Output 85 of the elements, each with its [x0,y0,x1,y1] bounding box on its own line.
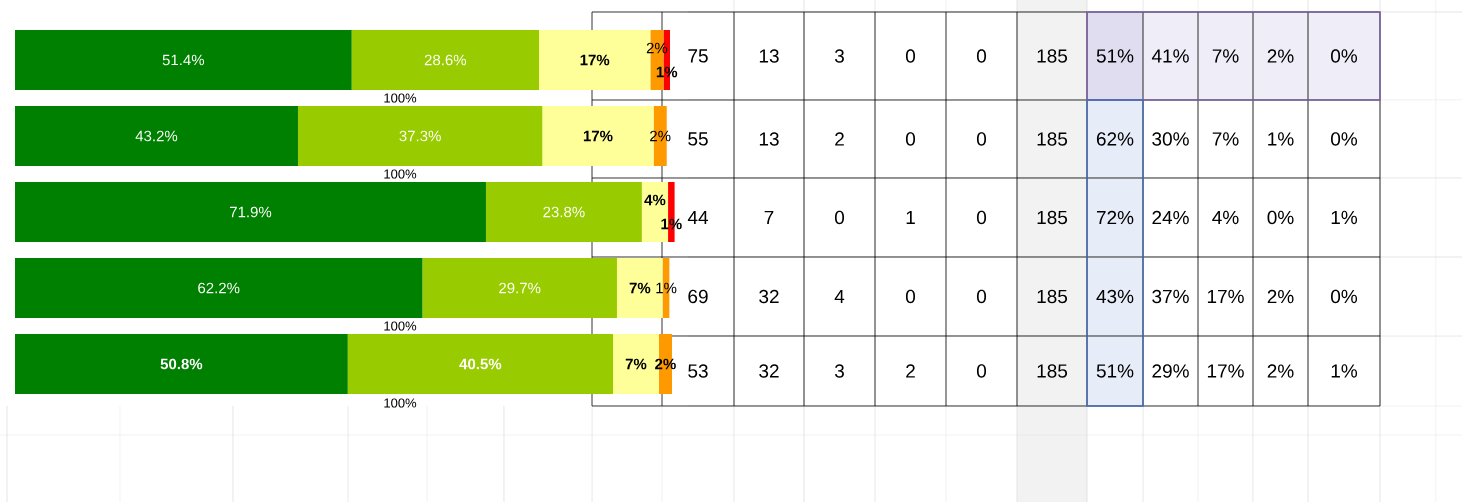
text: 13 [759,132,779,146]
text: 0 [905,49,916,63]
annotation: 100% [384,93,417,103]
text: 41% [1151,49,1189,63]
data-label: 17% [580,54,610,66]
text: 0 [976,132,987,146]
text: 7% [1212,49,1239,63]
text: 55 [688,132,708,146]
bar [297,106,543,166]
bar [15,181,486,242]
data-label: 51.4% [162,54,205,66]
data-label: 7% [625,358,647,370]
data-label: 7% [629,282,651,294]
text: 2% [1267,364,1294,378]
text: 1% [1268,132,1294,146]
data-label: 17% [583,130,613,142]
text: 7 [764,210,774,225]
text: 1% [1331,210,1358,225]
data-label: 37.3% [399,130,441,142]
text: 17% [1207,289,1244,304]
text: 4 [834,289,845,304]
text: 51% [1096,364,1134,378]
text: 1 [906,210,915,225]
data-label: 71.9% [229,206,272,218]
data-label: 29.7% [499,282,541,294]
data-label: 28.6% [424,54,467,66]
data-label: 23.8% [543,206,585,218]
text: 0 [976,289,987,304]
text: 0% [1331,289,1358,304]
bar [347,333,614,394]
annotation: 100% [384,321,417,331]
text: 0 [976,49,987,63]
text: 7% [1212,132,1239,146]
bar [351,29,540,90]
bar [485,181,642,242]
text: 0 [905,132,916,146]
text: 44 [687,210,709,225]
text: 1% [1331,364,1358,378]
bar [15,106,298,166]
text: 2% [1267,49,1294,63]
data-label: 43.2% [135,130,178,142]
annotation: 100% [384,398,417,408]
text: 185 [1037,364,1068,378]
text: 62% [1096,132,1134,146]
text: 43% [1096,289,1134,304]
bar [15,257,423,318]
data-label: 40.5% [459,358,502,370]
text: 2% [1267,289,1294,304]
text: 0% [1267,210,1294,225]
text: 32 [759,289,779,304]
text: 185 [1037,132,1068,146]
text: 24% [1152,210,1189,225]
text: 0 [905,289,916,304]
text: 32 [759,364,779,378]
text: 69 [688,289,708,304]
text: 0% [1331,49,1358,63]
data-label: 4% [644,194,666,206]
text: 3 [834,364,844,378]
text: 51% [1096,49,1134,63]
text: 0 [834,210,845,225]
text: 185 [1037,289,1068,304]
text: 0% [1331,132,1358,146]
text: 3 [834,49,844,63]
text: 17% [1207,364,1244,378]
data-label: 1% [656,66,678,78]
data-label: 62.2% [198,282,240,294]
bar [15,29,352,90]
text: 75 [688,49,708,63]
text: 4% [1212,210,1239,225]
text: 0 [976,210,987,225]
text: 72% [1096,210,1134,225]
text: 185 [1037,49,1068,63]
text: 29% [1152,364,1189,378]
annotation: 100% [384,169,417,179]
text: 0 [976,364,987,378]
text: 37% [1152,289,1189,304]
text: 185 [1037,210,1068,225]
text: 2 [835,132,844,146]
data-label: 50.8% [160,358,203,370]
text: 2 [906,364,915,378]
bar [422,257,617,318]
bar [15,333,348,394]
text: 53 [688,364,708,378]
text: 30% [1152,132,1189,146]
text: 13 [759,49,779,63]
